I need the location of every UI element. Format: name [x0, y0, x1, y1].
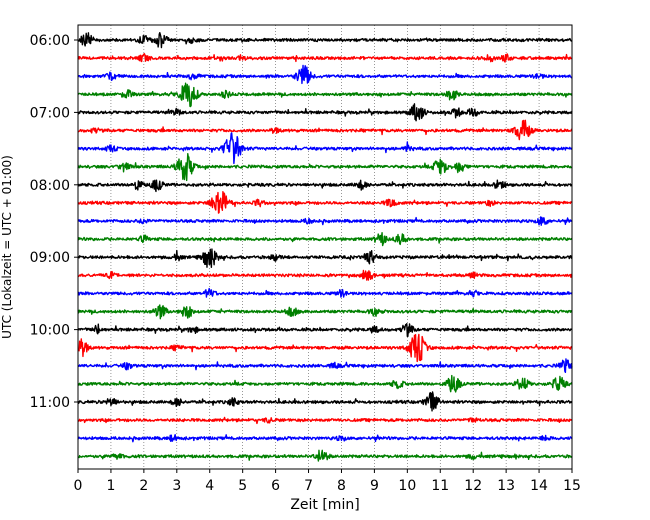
- trace-line: [77, 53, 573, 63]
- x-tick-label: 6: [271, 478, 280, 494]
- trace-line: [77, 358, 573, 374]
- trace-line: [77, 82, 573, 108]
- y-tick-label: 09:00: [30, 250, 70, 266]
- trace-line: [77, 191, 573, 214]
- trace-line: [77, 179, 573, 193]
- vertical-grid: [110, 25, 540, 469]
- trace-line: [77, 374, 573, 393]
- plot-frame: [77, 24, 573, 470]
- y-axis-ticks: 06:00 07:00 08:00 09:00 10:00 11:00: [30, 33, 78, 411]
- x-tick-label: 14: [530, 478, 548, 494]
- y-tick-label: 08:00: [30, 178, 70, 194]
- trace-line: [77, 333, 573, 363]
- trace-line: [77, 64, 573, 85]
- trace-line: [77, 153, 573, 182]
- y-tick-label: 10:00: [30, 323, 70, 339]
- x-tick-label: 5: [238, 478, 247, 494]
- trace-line: [77, 216, 573, 226]
- y-axis-label: UTC (Lokalzeit = UTC + 01:00): [0, 155, 14, 339]
- trace-line: [77, 323, 573, 338]
- x-axis-label: Zeit [min]: [290, 497, 359, 513]
- trace-line: [77, 248, 573, 269]
- x-tick-label: 4: [205, 478, 214, 494]
- y-tick-label: 07:00: [30, 105, 70, 121]
- x-tick-label: 8: [337, 478, 346, 494]
- x-tick-label: 3: [172, 478, 181, 494]
- trace-line: [77, 304, 573, 320]
- trace-group: [77, 32, 573, 462]
- x-tick-label: 10: [398, 478, 416, 494]
- x-tick-label: 15: [563, 478, 581, 494]
- x-axis-ticks: 0 1 2 3 4 5 6 7 8 9 10 11 12 13 14 15: [74, 469, 581, 494]
- trace-line: [77, 119, 573, 141]
- trace-line: [77, 433, 573, 443]
- trace-line: [77, 449, 573, 462]
- trace-line: [77, 103, 573, 122]
- trace-line: [77, 391, 573, 412]
- trace-line: [77, 416, 573, 425]
- trace-line: [77, 287, 573, 298]
- x-tick-label: 9: [370, 478, 379, 494]
- trace-line: [77, 32, 573, 49]
- x-tick-label: 7: [304, 478, 313, 494]
- y-tick-label: 11:00: [30, 395, 70, 411]
- x-tick-label: 1: [106, 478, 115, 494]
- x-tick-label: 0: [74, 478, 83, 494]
- trace-line: [77, 269, 573, 281]
- trace-line: [77, 132, 573, 165]
- y-tick-label: 06:00: [30, 33, 70, 49]
- x-tick-label: 13: [497, 478, 515, 494]
- x-tick-label: 12: [464, 478, 482, 494]
- x-tick-label: 11: [431, 478, 449, 494]
- x-tick-label: 2: [139, 478, 148, 494]
- trace-line: [77, 232, 573, 247]
